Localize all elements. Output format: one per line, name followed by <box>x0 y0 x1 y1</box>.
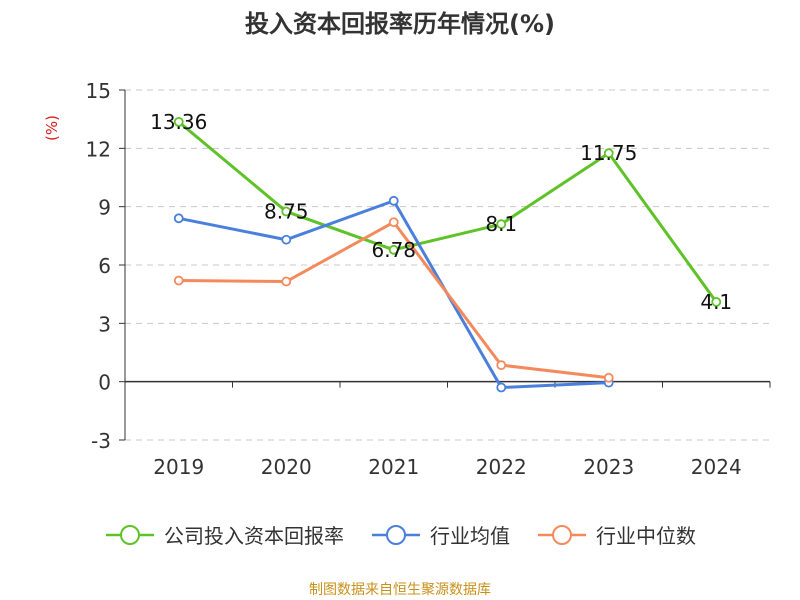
legend-label: 行业均值 <box>430 524 510 548</box>
data-point[interactable] <box>388 244 399 255</box>
legend-swatch-icon <box>372 524 420 545</box>
data-label: 4.1 <box>700 290 732 314</box>
data-label: 6.78 <box>371 238 416 262</box>
y-tick-label: 12 <box>86 137 111 161</box>
x-tick-label: 2023 <box>583 455 634 479</box>
data-point[interactable] <box>173 275 184 286</box>
x-tick-label: 2024 <box>691 455 742 479</box>
series-line-0 <box>177 120 718 303</box>
x-tick-label: 2022 <box>476 455 527 479</box>
y-tick-label: 3 <box>98 312 111 336</box>
legend-label: 行业中位数 <box>596 524 696 548</box>
data-point[interactable] <box>281 234 292 245</box>
data-point[interactable] <box>711 297 722 307</box>
data-point[interactable] <box>496 219 507 230</box>
data-point[interactable] <box>173 116 184 127</box>
axes: 15 12 9 6 3 0 -3 2019 2020 2021 2022 2023 2024 <box>86 79 771 479</box>
data-label: 8.75 <box>264 200 309 224</box>
data-point[interactable] <box>281 206 292 217</box>
x-tick-label: 2020 <box>261 455 312 479</box>
chart-title: 投入资本回报率历年情况(%) <box>245 10 555 38</box>
data-point[interactable] <box>603 148 614 159</box>
data-point[interactable] <box>496 360 507 371</box>
x-tick-label: 2021 <box>368 455 419 479</box>
data-point[interactable] <box>603 372 614 383</box>
data-label: 13.36 <box>150 110 207 134</box>
series-lines <box>173 116 722 393</box>
source-note: 制图数据来自恒生聚源数据库 <box>309 582 491 598</box>
data-label: 11.75 <box>580 141 637 165</box>
y-tick-label: 6 <box>98 254 111 278</box>
y-tick-label: 15 <box>86 79 111 103</box>
legend-swatch-icon <box>538 524 586 545</box>
legend-item-1[interactable]: 行业均值 <box>370 520 510 549</box>
legend-item-0[interactable]: 公司投入资本回报率 <box>104 520 344 549</box>
data-point[interactable] <box>496 382 507 393</box>
data-point[interactable] <box>388 217 399 228</box>
y-tick-label: -3 <box>91 429 111 453</box>
legend: 公司投入资本回报率 行业均值 行业中位数 <box>0 520 800 549</box>
y-tick-label: 9 <box>98 196 111 220</box>
legend-item-2[interactable]: 行业中位数 <box>536 520 696 549</box>
data-point[interactable] <box>388 195 399 206</box>
data-point[interactable] <box>173 213 184 224</box>
y-tick-label: 0 <box>98 371 111 395</box>
x-tick-label: 2019 <box>153 455 204 479</box>
grid-lines <box>125 89 770 441</box>
data-labels: 13.36 8.75 6.78 8.1 11.75 4.1 <box>150 110 732 314</box>
data-label: 8.1 <box>485 212 517 236</box>
series-line-1 <box>178 199 609 389</box>
legend-label: 公司投入资本回报率 <box>164 524 344 548</box>
data-point[interactable] <box>281 276 292 287</box>
legend-swatch-icon <box>106 524 154 545</box>
